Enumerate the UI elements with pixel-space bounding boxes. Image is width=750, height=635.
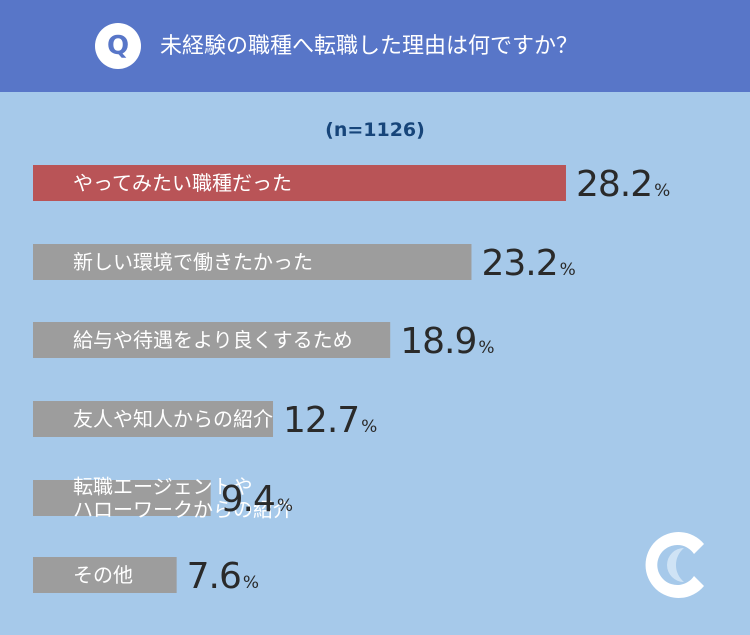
value-label: 18.9%: [400, 321, 494, 362]
bar: [33, 244, 472, 280]
question-title: 未経験の職種へ転職した理由は何ですか？: [160, 34, 579, 59]
question-header: Q 未経験の職種へ転職した理由は何ですか？: [0, 0, 750, 92]
value-label: 23.2%: [481, 243, 575, 284]
bar-label: 友人や知人からの紹介: [73, 407, 273, 431]
bar: [33, 401, 274, 437]
value-label: 28.2%: [576, 164, 670, 205]
bar: [33, 557, 177, 593]
bar: [33, 165, 566, 201]
question-badge: Q: [95, 23, 141, 69]
bar-label: ハローワークからの紹介: [73, 498, 293, 522]
bar-label: やってみたい職種だった: [73, 171, 292, 195]
sample-size: (n=1126): [325, 119, 425, 141]
bar: [33, 480, 211, 516]
bar-label: その他: [73, 563, 133, 587]
bar-label: 給与や待遇をより良くするため: [73, 328, 353, 352]
value-label: 9.4%: [221, 479, 293, 520]
value-label: 7.6%: [187, 556, 259, 597]
bar-label: 新しい環境で働きたかった: [73, 250, 313, 274]
brand-logo-icon: [645, 532, 704, 598]
bar-label: 転職エージェントや: [73, 475, 253, 499]
bar: [33, 322, 391, 358]
value-label: 12.7%: [283, 400, 377, 441]
